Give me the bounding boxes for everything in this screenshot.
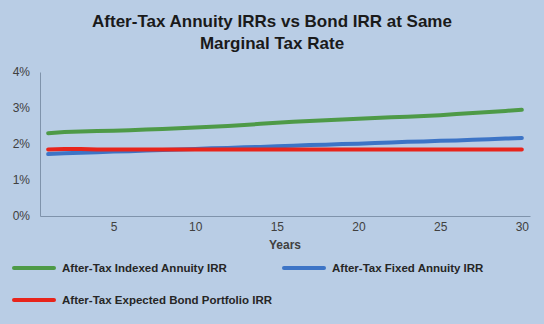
x-tick: 5	[111, 216, 118, 234]
y-tick: 2%	[13, 137, 40, 151]
legend: After-Tax Indexed Annuity IRR After-Tax F…	[14, 262, 484, 306]
x-tick: 10	[189, 216, 203, 234]
x-tick-label: 15	[271, 220, 285, 234]
x-tick-label: 25	[434, 220, 448, 234]
legend-label: After-Tax Indexed Annuity IRR	[62, 262, 228, 274]
y-tick: 0%	[13, 209, 40, 223]
y-tick-label: 1%	[13, 173, 31, 187]
x-tick-label: 20	[352, 220, 366, 234]
background	[0, 0, 544, 324]
y-tick-label: 2%	[13, 137, 31, 151]
y-tick-label: 0%	[13, 209, 31, 223]
x-axis-line	[41, 216, 531, 217]
y-axis: 0% 1% 2% 3% 4%	[13, 65, 41, 223]
legend-key	[14, 266, 54, 270]
y-tick: 3%	[13, 101, 40, 115]
series-line	[48, 147, 522, 151]
legend-key	[14, 298, 54, 302]
x-tick-label: 5	[111, 220, 118, 234]
x-tick: 30	[516, 216, 530, 234]
x-tick: 20	[352, 216, 366, 234]
y-axis-line	[40, 73, 41, 217]
chart: After-Tax Annuity IRRs vs Bond IRR at Sa…	[0, 0, 544, 324]
x-tick-label: 30	[516, 220, 530, 234]
y-tick: 4%	[13, 65, 40, 79]
x-axis-title: Years	[269, 238, 301, 252]
y-tick: 1%	[13, 173, 40, 187]
series-line	[48, 110, 522, 133]
x-axis: 5 10 15 20 25 30	[41, 216, 531, 234]
x-tick: 15	[271, 216, 285, 234]
x-tick-label: 10	[189, 220, 203, 234]
y-tick-label: 4%	[13, 65, 31, 79]
legend-label: After-Tax Fixed Annuity IRR	[332, 262, 484, 274]
legend-label: After-Tax Expected Bond Portfolio IRR	[62, 294, 273, 306]
title: After-Tax Annuity IRRs vs Bond IRR at Sa…	[92, 12, 452, 53]
plot-area	[48, 110, 522, 154]
series-line	[48, 138, 522, 154]
x-tick: 25	[434, 216, 448, 234]
legend-key	[284, 266, 324, 270]
y-tick-label: 3%	[13, 101, 31, 115]
